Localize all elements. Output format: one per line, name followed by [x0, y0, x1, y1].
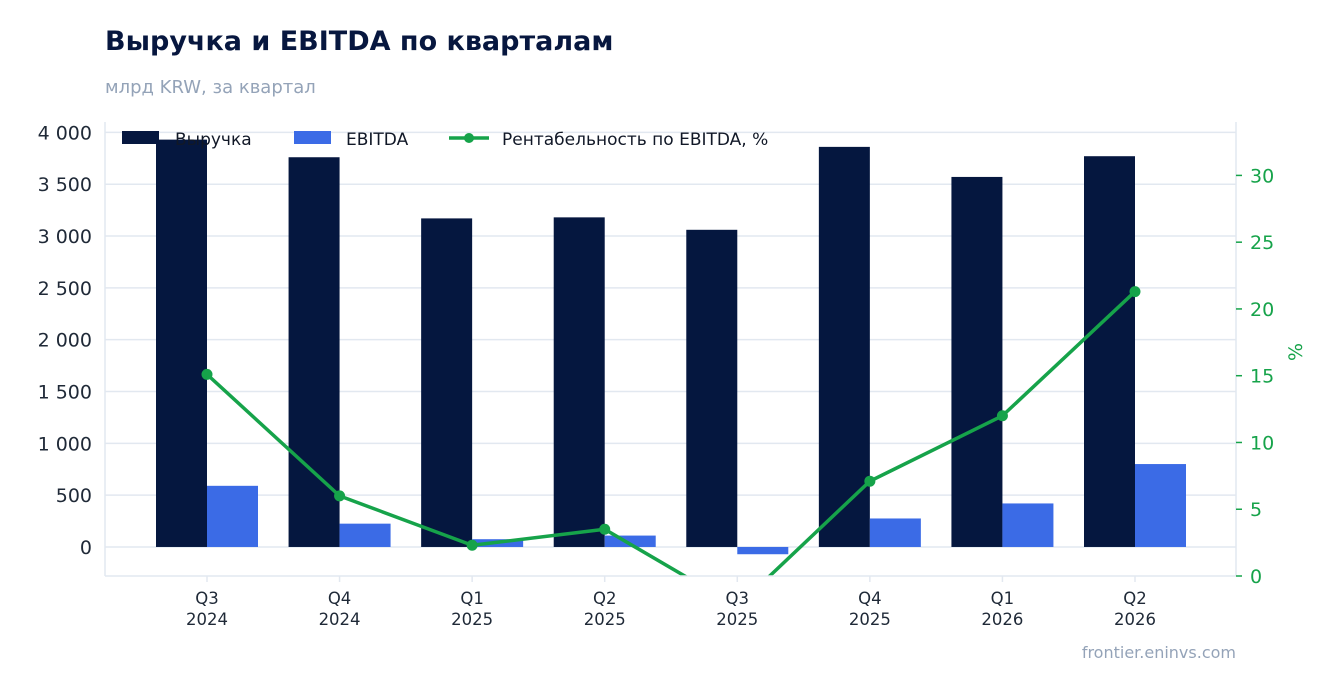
bar-ebitda	[1135, 464, 1186, 547]
y-left-tick-label: 0	[80, 537, 92, 559]
x-tick-label: Q4 2024	[319, 589, 361, 629]
x-tick-label: Q3 2024	[186, 589, 228, 629]
y-left-tick-label: 2 500	[38, 278, 92, 300]
y-left-tick-label: 500	[56, 485, 92, 507]
bar-revenue	[818, 146, 870, 547]
y-right-tick-label: 5	[1250, 499, 1262, 521]
bar-ebitda	[207, 485, 258, 547]
y-left-tick-label: 2 000	[38, 330, 92, 352]
margin-point	[201, 368, 213, 380]
bar-revenue	[1084, 156, 1135, 547]
chart-title: Выручка и EBITDA по кварталам	[105, 26, 614, 57]
x-tick-label: Q1 2025	[451, 589, 493, 629]
y-right-tick-label: 30	[1250, 165, 1274, 187]
chart-subtitle: млрд KRW, за квартал	[105, 77, 316, 98]
y-right-tick-label: 0	[1250, 566, 1262, 588]
bar-revenue	[686, 229, 738, 547]
legend-label-ebitda: EBITDA	[346, 130, 409, 150]
y-right-axis-label: %	[1285, 343, 1307, 361]
margin-point	[996, 410, 1008, 422]
margin-point	[466, 539, 478, 551]
y-right-tick-label: 20	[1250, 299, 1274, 321]
y-right-tick-label: 10	[1250, 432, 1274, 454]
y-right-tick-label: 25	[1250, 232, 1274, 254]
bar-ebitda	[1002, 503, 1054, 547]
legend-label-revenue: Выручка	[175, 130, 252, 150]
legend-swatch-ebitda	[294, 131, 331, 144]
bar-ebitda	[737, 546, 789, 555]
bar-revenue	[553, 217, 605, 547]
x-tick-label: Q4 2025	[849, 589, 891, 629]
y-left-tick-label: 3 500	[38, 174, 92, 196]
bar-revenue	[288, 157, 340, 547]
axes: 0 500 1 000 1 500 2 000 2 500 3 000 3 500 4 000 0…	[38, 122, 1307, 629]
margin-point	[334, 490, 346, 502]
margin-point	[599, 523, 611, 535]
bar-revenue	[951, 176, 1003, 547]
x-tick-label: Q1 2026	[981, 589, 1023, 629]
margin-point	[864, 475, 876, 487]
y-left-tick-label: 1 000	[38, 433, 92, 455]
y-right-tick-label: 15	[1250, 366, 1274, 388]
x-tick-label: Q2 2026	[1114, 589, 1156, 629]
legend-label-margin: Рентабельность по EBITDA, %	[502, 130, 768, 150]
bar-revenue	[156, 139, 207, 547]
x-tick-label: Q3 2025	[716, 589, 758, 629]
y-left-tick-label: 3 000	[38, 226, 92, 248]
y-left-tick-label: 1 500	[38, 381, 92, 403]
bar-ebitda	[869, 518, 921, 547]
y-left-tick-label: 4 000	[38, 122, 92, 144]
margin-point	[1129, 286, 1141, 298]
margin-line-path	[205, 290, 1137, 576]
bar-ebitda	[339, 523, 391, 547]
bar-ebitda	[604, 535, 656, 547]
legend-swatch-revenue	[122, 131, 159, 144]
x-tick-label: Q2 2025	[584, 589, 626, 629]
grid-lines	[105, 131, 1236, 548]
source-label: frontier.eninvs.com	[1081, 643, 1236, 662]
legend-swatch-margin-marker	[464, 133, 474, 143]
margin-line	[201, 286, 1141, 576]
bars	[156, 139, 1186, 555]
legend: Выручка EBITDA Рентабельность по EBITDA, %	[122, 130, 768, 150]
bar-revenue	[421, 218, 473, 547]
